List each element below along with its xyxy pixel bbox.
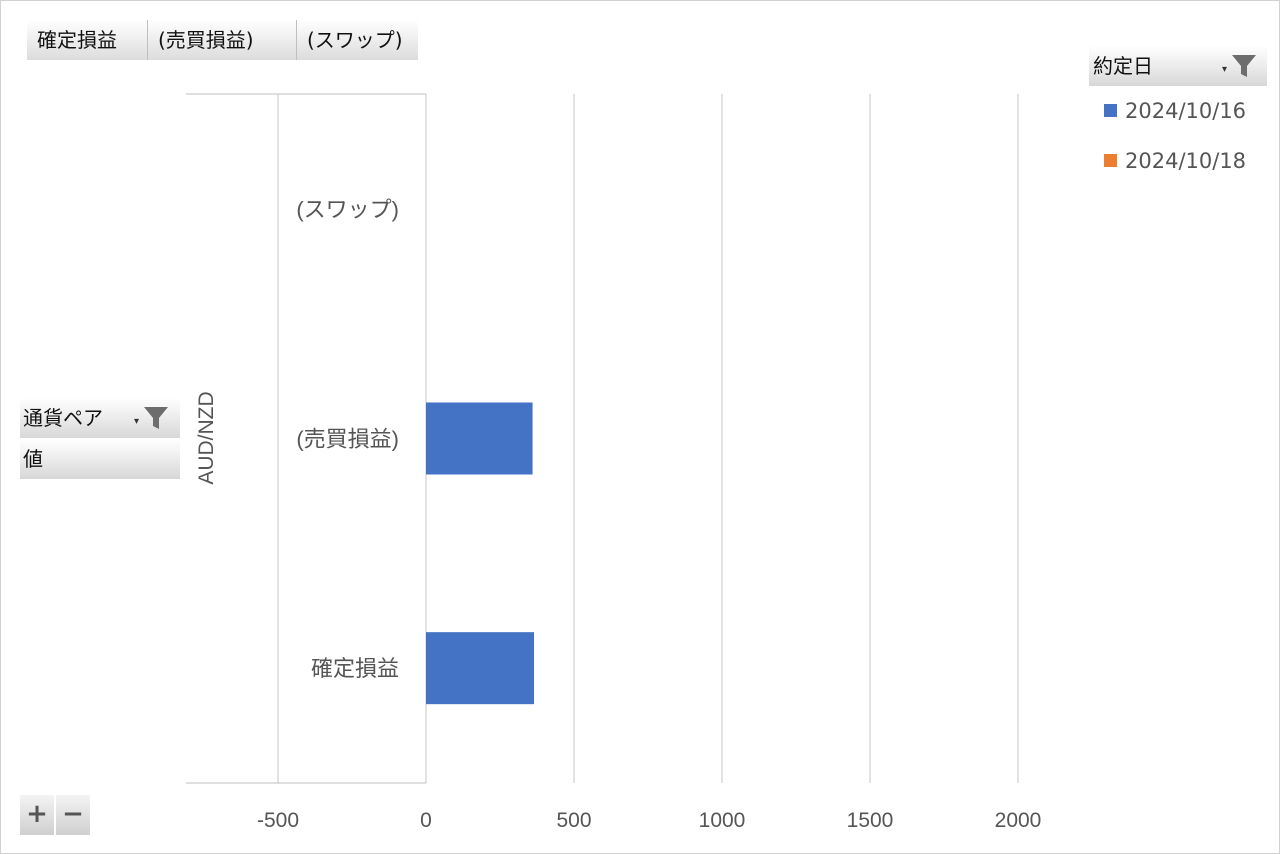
dropdown-arrow-icon: ▾: [1222, 64, 1228, 75]
x-tick-label-5: 2000: [995, 809, 1042, 832]
bar-0-1: [426, 402, 533, 475]
legend-item-series-1: 2024/10/16: [1104, 97, 1246, 125]
value-field-button-1[interactable]: 確定損益: [27, 20, 148, 60]
category-labels: 確定損益 (売買損益) (スワップ): [296, 197, 399, 681]
bar-0-0: [426, 632, 535, 705]
category-label-2: (スワップ): [296, 197, 399, 222]
funnel-filter-icon[interactable]: [143, 405, 169, 431]
bars: [426, 402, 535, 705]
group-label: AUD/NZD: [195, 391, 218, 484]
collapse-button[interactable]: −: [56, 795, 90, 835]
legend-label-2: 2024/10/18: [1125, 149, 1247, 173]
legend-field-label: 約定日: [1093, 54, 1153, 78]
row-field-button[interactable]: 通貨ペア ▾: [20, 398, 180, 438]
value-field-button-3[interactable]: (スワップ): [297, 20, 418, 60]
axis-lines: [186, 93, 426, 784]
x-tick-label-3: 1000: [699, 809, 746, 832]
x-tick-label-2: 500: [556, 809, 591, 832]
dropdown-arrow-icon: ▾: [134, 416, 140, 427]
legend-item-series-2: 2024/10/18: [1104, 147, 1246, 175]
expand-button[interactable]: +: [20, 795, 54, 835]
legend-swatch-2: [1104, 153, 1117, 167]
x-tick-label-1: 0: [420, 809, 432, 832]
legend-swatch-1: [1104, 103, 1117, 117]
x-tick-labels: -500 0 500 1000 1500 2000: [257, 809, 1041, 832]
funnel-filter-icon[interactable]: [1231, 53, 1257, 79]
values-field-button[interactable]: 値: [20, 439, 180, 479]
category-label-1: (売買損益): [296, 427, 399, 452]
legend-field-button[interactable]: 約定日 ▾: [1089, 46, 1267, 86]
value-field-button-2[interactable]: (売買損益): [148, 20, 297, 60]
x-tick-label-0: -500: [257, 809, 299, 832]
category-label-0: 確定損益: [311, 656, 399, 681]
legend-label-1: 2024/10/16: [1125, 99, 1247, 123]
row-field-label: 通貨ペア: [23, 406, 103, 430]
x-tick-label-4: 1500: [847, 809, 894, 832]
